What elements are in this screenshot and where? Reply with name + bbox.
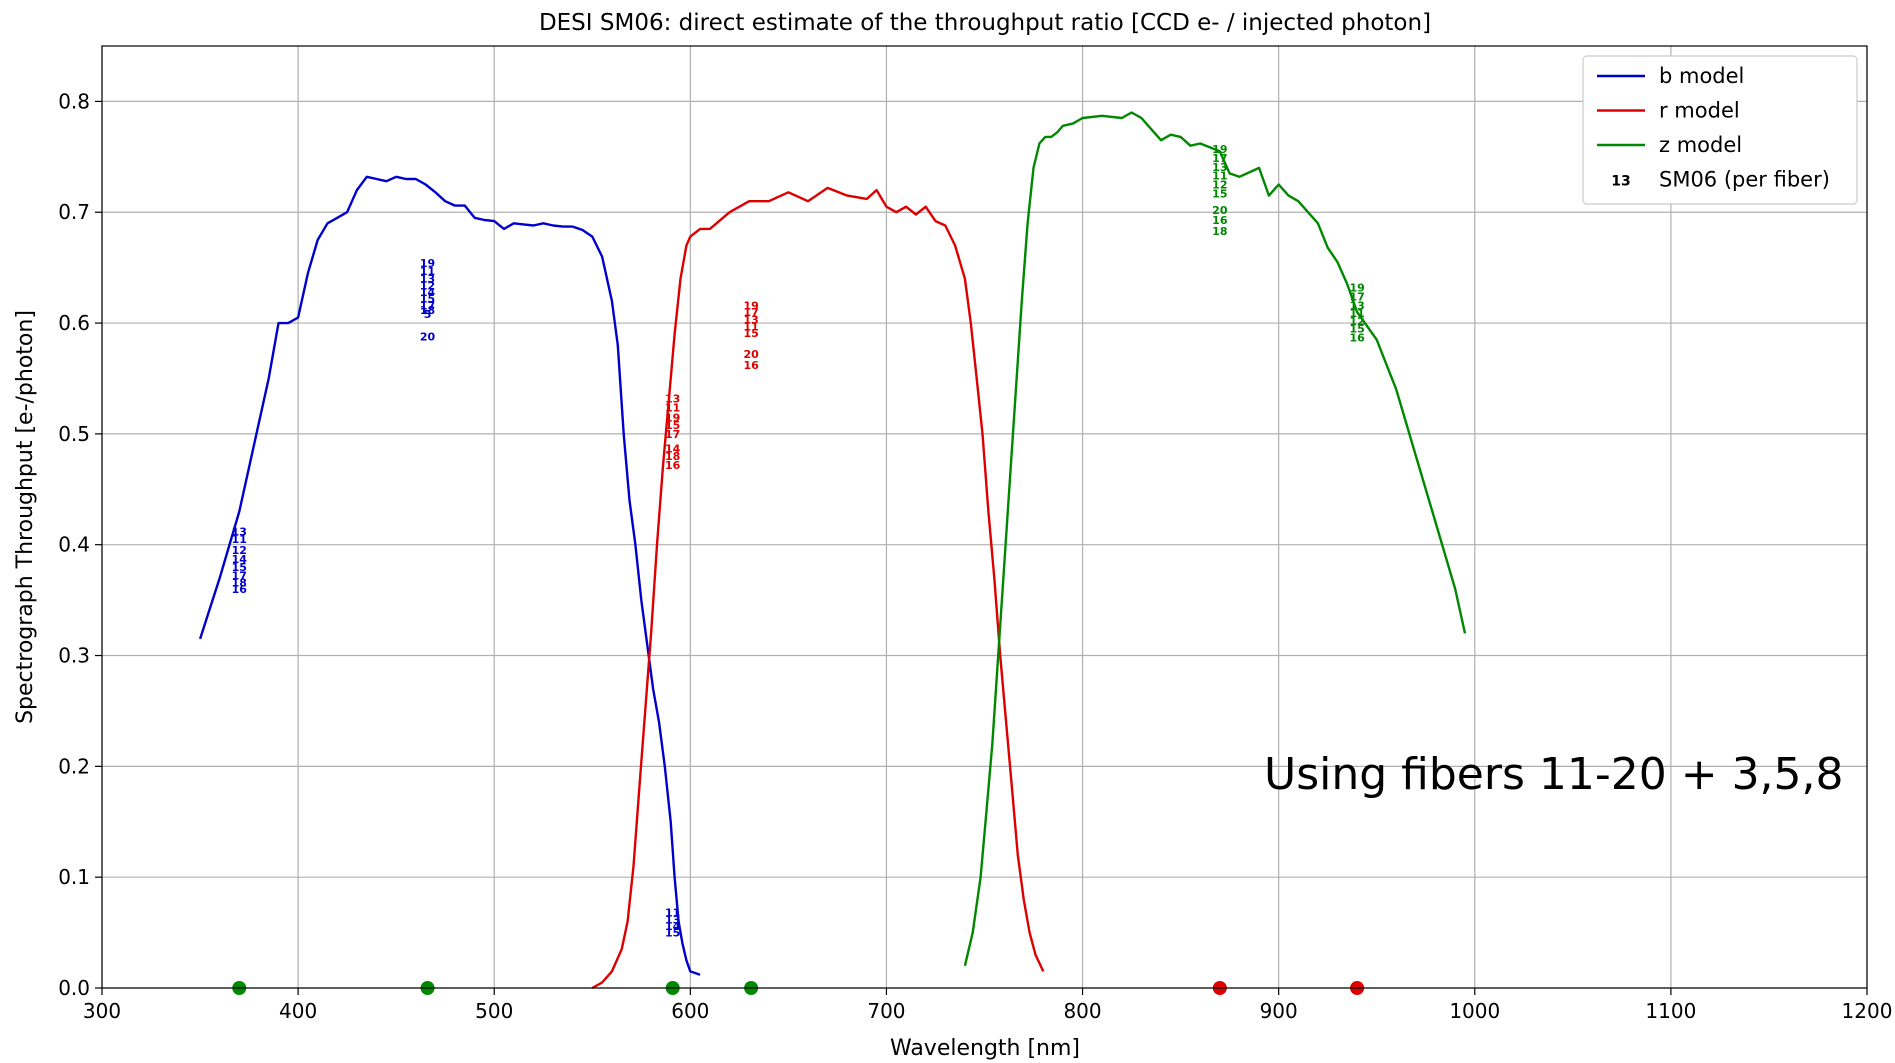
y-tick-label: 0.7 bbox=[58, 200, 90, 224]
fiber-marker-label: 19 bbox=[743, 299, 758, 312]
fiber-marker-label: 17 bbox=[1212, 152, 1227, 165]
y-tick-label: 0.6 bbox=[58, 311, 90, 335]
fiber-marker-label: 16 bbox=[1212, 214, 1228, 227]
fiber-marker-label: 17 bbox=[665, 428, 680, 441]
y-tick-label: 0.0 bbox=[58, 976, 90, 1000]
fiber-annotation: Using fibers 11-20 + 3,5,8 bbox=[1264, 749, 1844, 800]
fiber-marker-label: 17 bbox=[420, 299, 435, 312]
x-tick-label: 1200 bbox=[1842, 999, 1893, 1023]
fiber-marker-label: 13 bbox=[232, 525, 247, 538]
fiber-marker-label: 16 bbox=[232, 583, 248, 596]
fiber-marker-label: 13 bbox=[1212, 161, 1227, 174]
x-tick-label: 300 bbox=[83, 999, 121, 1023]
legend-entry: b model bbox=[1659, 64, 1744, 88]
fiber-marker-label: 13 bbox=[1349, 299, 1364, 312]
x-tick-label: 500 bbox=[475, 999, 513, 1023]
fiber-markers: 1311121415171816191113121415171852011131… bbox=[232, 143, 1365, 995]
legend-entry: z model bbox=[1659, 133, 1742, 157]
x-tick-label: 700 bbox=[867, 999, 905, 1023]
series-line-r-model bbox=[591, 186, 1045, 990]
x-tick-label: 800 bbox=[1063, 999, 1101, 1023]
series-line-z-model bbox=[963, 111, 1467, 967]
legend-marker-symbol: 13 bbox=[1611, 174, 1630, 190]
fiber-marker-label: 15 bbox=[665, 927, 680, 940]
fiber-marker-label: 12 bbox=[420, 279, 435, 292]
fiber-marker-label: 12 bbox=[232, 544, 247, 557]
legend-entry: SM06 (per fiber) bbox=[1659, 168, 1830, 192]
y-tick-label: 0.8 bbox=[58, 89, 90, 113]
fiber-marker-label: 16 bbox=[743, 359, 759, 372]
legend-entry: r model bbox=[1659, 99, 1740, 123]
fiber-marker-label: 11 bbox=[1349, 307, 1364, 320]
fiber-marker-label: 14 bbox=[665, 920, 681, 933]
fiber-marker-label: 17 bbox=[232, 570, 247, 583]
fiber-marker-label: 16 bbox=[665, 459, 681, 472]
fiber-marker-label: 13 bbox=[420, 273, 435, 286]
fiber-marker-label: 16 bbox=[1349, 331, 1365, 344]
fiber-marker-label: 15 bbox=[420, 293, 435, 306]
fiber-marker-label: 15 bbox=[1212, 187, 1227, 200]
fiber-marker-label: 15 bbox=[1349, 323, 1364, 336]
series-line-b-model bbox=[198, 175, 701, 976]
y-tick-label: 0.2 bbox=[58, 754, 90, 778]
fiber-marker-label: 17 bbox=[1349, 290, 1364, 303]
fiber-marker-label: 18 bbox=[665, 450, 680, 463]
fiber-marker-label: 15 bbox=[743, 327, 758, 340]
fiber-marker-label: 15 bbox=[665, 419, 680, 432]
series-lines bbox=[198, 111, 1467, 990]
fiber-marker-label: 13 bbox=[665, 392, 680, 405]
legend: b model r model z model 13 SM06 (per fiber) bbox=[1582, 55, 1858, 205]
fiber-marker-label: 12 bbox=[1212, 179, 1227, 192]
fiber-marker-label: 11 bbox=[743, 320, 758, 333]
x-axis-label: Wavelength [nm] bbox=[890, 1036, 1080, 1061]
plot-frame bbox=[101, 45, 1868, 989]
fiber-marker-label: 19 bbox=[420, 257, 435, 270]
fiber-marker-label: 18 bbox=[1212, 225, 1227, 238]
fiber-marker-label: 13 bbox=[665, 913, 680, 926]
fiber-marker-label: 5 bbox=[424, 308, 432, 321]
axis-ticks: 300 400 500 600 700 800 900 1000 1100 1200 0.0 0.1 0… bbox=[58, 89, 1892, 1023]
x-tick-label: 600 bbox=[671, 999, 709, 1023]
fiber-marker-label: 18 bbox=[232, 576, 247, 589]
x-tick-label: 400 bbox=[279, 999, 317, 1023]
x-tick-label: 1000 bbox=[1449, 999, 1500, 1023]
y-axis-label: Spectrograph Throughput [e-/photon] bbox=[13, 310, 38, 724]
fiber-marker-label: 14 bbox=[665, 442, 681, 455]
fiber-marker-label: 14 bbox=[232, 553, 248, 566]
fiber-marker-label: 12 bbox=[1349, 315, 1364, 328]
fiber-marker-label: 19 bbox=[1212, 143, 1227, 156]
fiber-marker-label: 11 bbox=[1212, 170, 1227, 183]
fiber-marker-label: 11 bbox=[420, 265, 435, 278]
y-tick-label: 0.5 bbox=[58, 422, 90, 446]
fiber-marker-label: 13 bbox=[743, 314, 758, 327]
fiber-marker-label: 20 bbox=[420, 330, 436, 343]
chart-title: DESI SM06: direct estimate of the throug… bbox=[539, 10, 1431, 36]
fiber-marker-label: 11 bbox=[665, 907, 680, 920]
fiber-marker-label: 20 bbox=[743, 348, 759, 361]
fiber-marker-label: 18 bbox=[420, 304, 435, 317]
y-tick-label: 0.3 bbox=[58, 644, 90, 668]
fiber-marker-label: 15 bbox=[232, 561, 247, 574]
fiber-marker-label: 17 bbox=[743, 306, 758, 319]
fiber-marker-label: 19 bbox=[1349, 282, 1364, 295]
legend-box bbox=[1582, 55, 1858, 205]
y-tick-label: 0.1 bbox=[58, 865, 90, 889]
fiber-marker-label: 11 bbox=[232, 533, 247, 546]
fiber-marker-label: 14 bbox=[420, 286, 436, 299]
x-tick-label: 900 bbox=[1260, 999, 1298, 1023]
y-tick-label: 0.4 bbox=[58, 533, 90, 557]
fiber-marker-label: 11 bbox=[665, 401, 680, 414]
x-tick-label: 1100 bbox=[1645, 999, 1696, 1023]
fiber-marker-label: 19 bbox=[665, 411, 680, 424]
fiber-marker-label: 20 bbox=[1212, 204, 1228, 217]
